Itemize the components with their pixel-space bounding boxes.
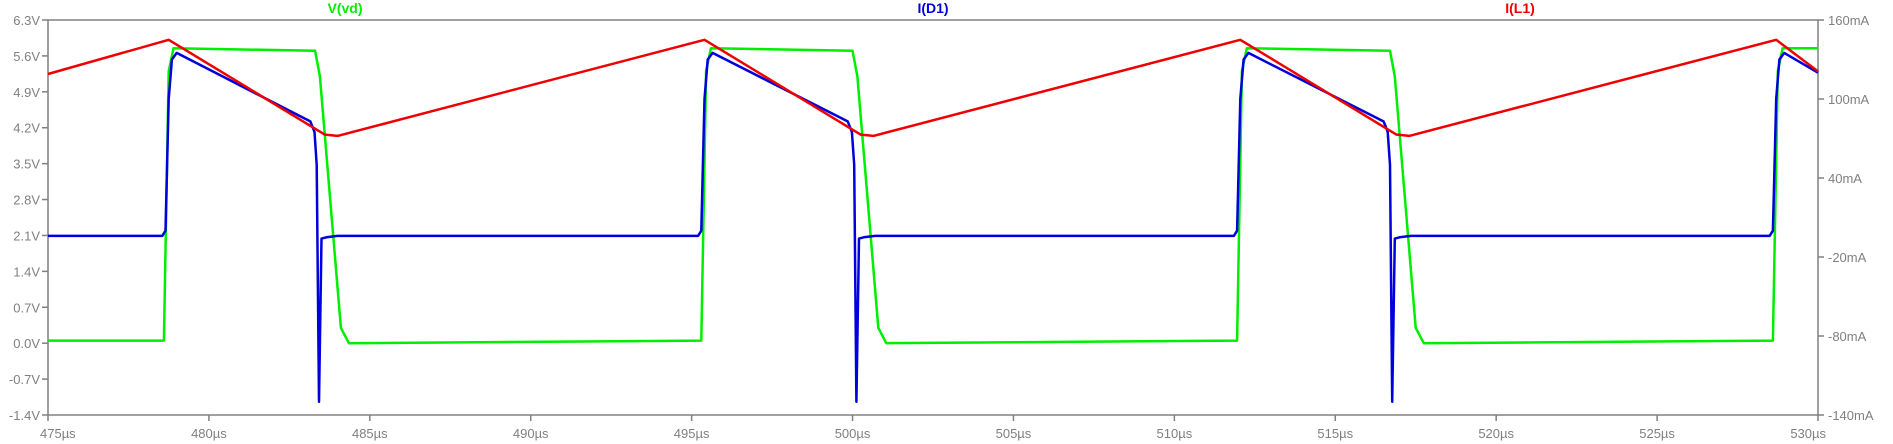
- x-tick-label: 530µs: [1790, 426, 1826, 441]
- legend-entry-i-d1-: I(D1): [917, 0, 948, 16]
- series-layer: [47, 38, 1819, 404]
- x-axis-ticks: 475µs 480µs 485µs 490µs 495µs 500µs 505µs 510µs…: [40, 415, 1826, 441]
- x-tick-label: 510µs: [1157, 426, 1193, 441]
- legend-entry-v-vd-: V(vd): [328, 0, 363, 16]
- right-axis-ticks: 160mA 100mA 40mA -20mA -80mA -140mA: [1818, 13, 1874, 423]
- left-tick-label: 6.3V: [13, 13, 40, 28]
- x-tick-label: 500µs: [835, 426, 871, 441]
- right-tick-label: 40mA: [1828, 171, 1862, 186]
- x-tick-label: 475µs: [40, 426, 76, 441]
- x-tick-label: 515µs: [1317, 426, 1353, 441]
- x-tick-label: 490µs: [513, 426, 549, 441]
- left-tick-label: 3.5V: [13, 157, 40, 172]
- right-tick-label: 160mA: [1828, 13, 1870, 28]
- legend: V(vd) I(D1) I(L1): [328, 0, 1535, 16]
- right-tick-label: -80mA: [1828, 329, 1867, 344]
- left-tick-label: 5.6V: [13, 49, 40, 64]
- x-tick-label: 485µs: [352, 426, 388, 441]
- right-tick-label: -20mA: [1828, 250, 1867, 265]
- left-tick-label: 1.4V: [13, 264, 40, 279]
- series-line-i-l1-: [47, 38, 1819, 138]
- series-line-i-d1-: [48, 51, 1819, 404]
- x-tick-label: 520µs: [1478, 426, 1514, 441]
- x-tick-label: 495µs: [674, 426, 710, 441]
- series-line-v-vd-: [48, 46, 1818, 345]
- left-tick-label: 2.1V: [13, 228, 40, 243]
- right-tick-label: -140mA: [1828, 408, 1874, 423]
- right-tick-label: 100mA: [1828, 92, 1870, 107]
- left-tick-label: -0.7V: [9, 372, 40, 387]
- left-axis-ticks: 6.3V 5.6V 4.9V 4.2V 3.5V 2.8V 2.1V 1.4V 0.7V 0.0V…: [9, 13, 48, 423]
- left-tick-label: -1.4V: [9, 408, 40, 423]
- legend-entry-i-l1-: I(L1): [1505, 0, 1535, 16]
- x-tick-label: 480µs: [191, 426, 227, 441]
- x-tick-label: 505µs: [996, 426, 1032, 441]
- plot-frame: [47, 19, 1819, 416]
- left-tick-label: 2.8V: [13, 193, 40, 208]
- left-tick-label: 0.0V: [13, 336, 40, 351]
- left-tick-label: 4.2V: [13, 121, 40, 136]
- left-tick-label: 0.7V: [13, 300, 40, 315]
- x-tick-label: 525µs: [1639, 426, 1675, 441]
- left-tick-label: 4.9V: [13, 85, 40, 100]
